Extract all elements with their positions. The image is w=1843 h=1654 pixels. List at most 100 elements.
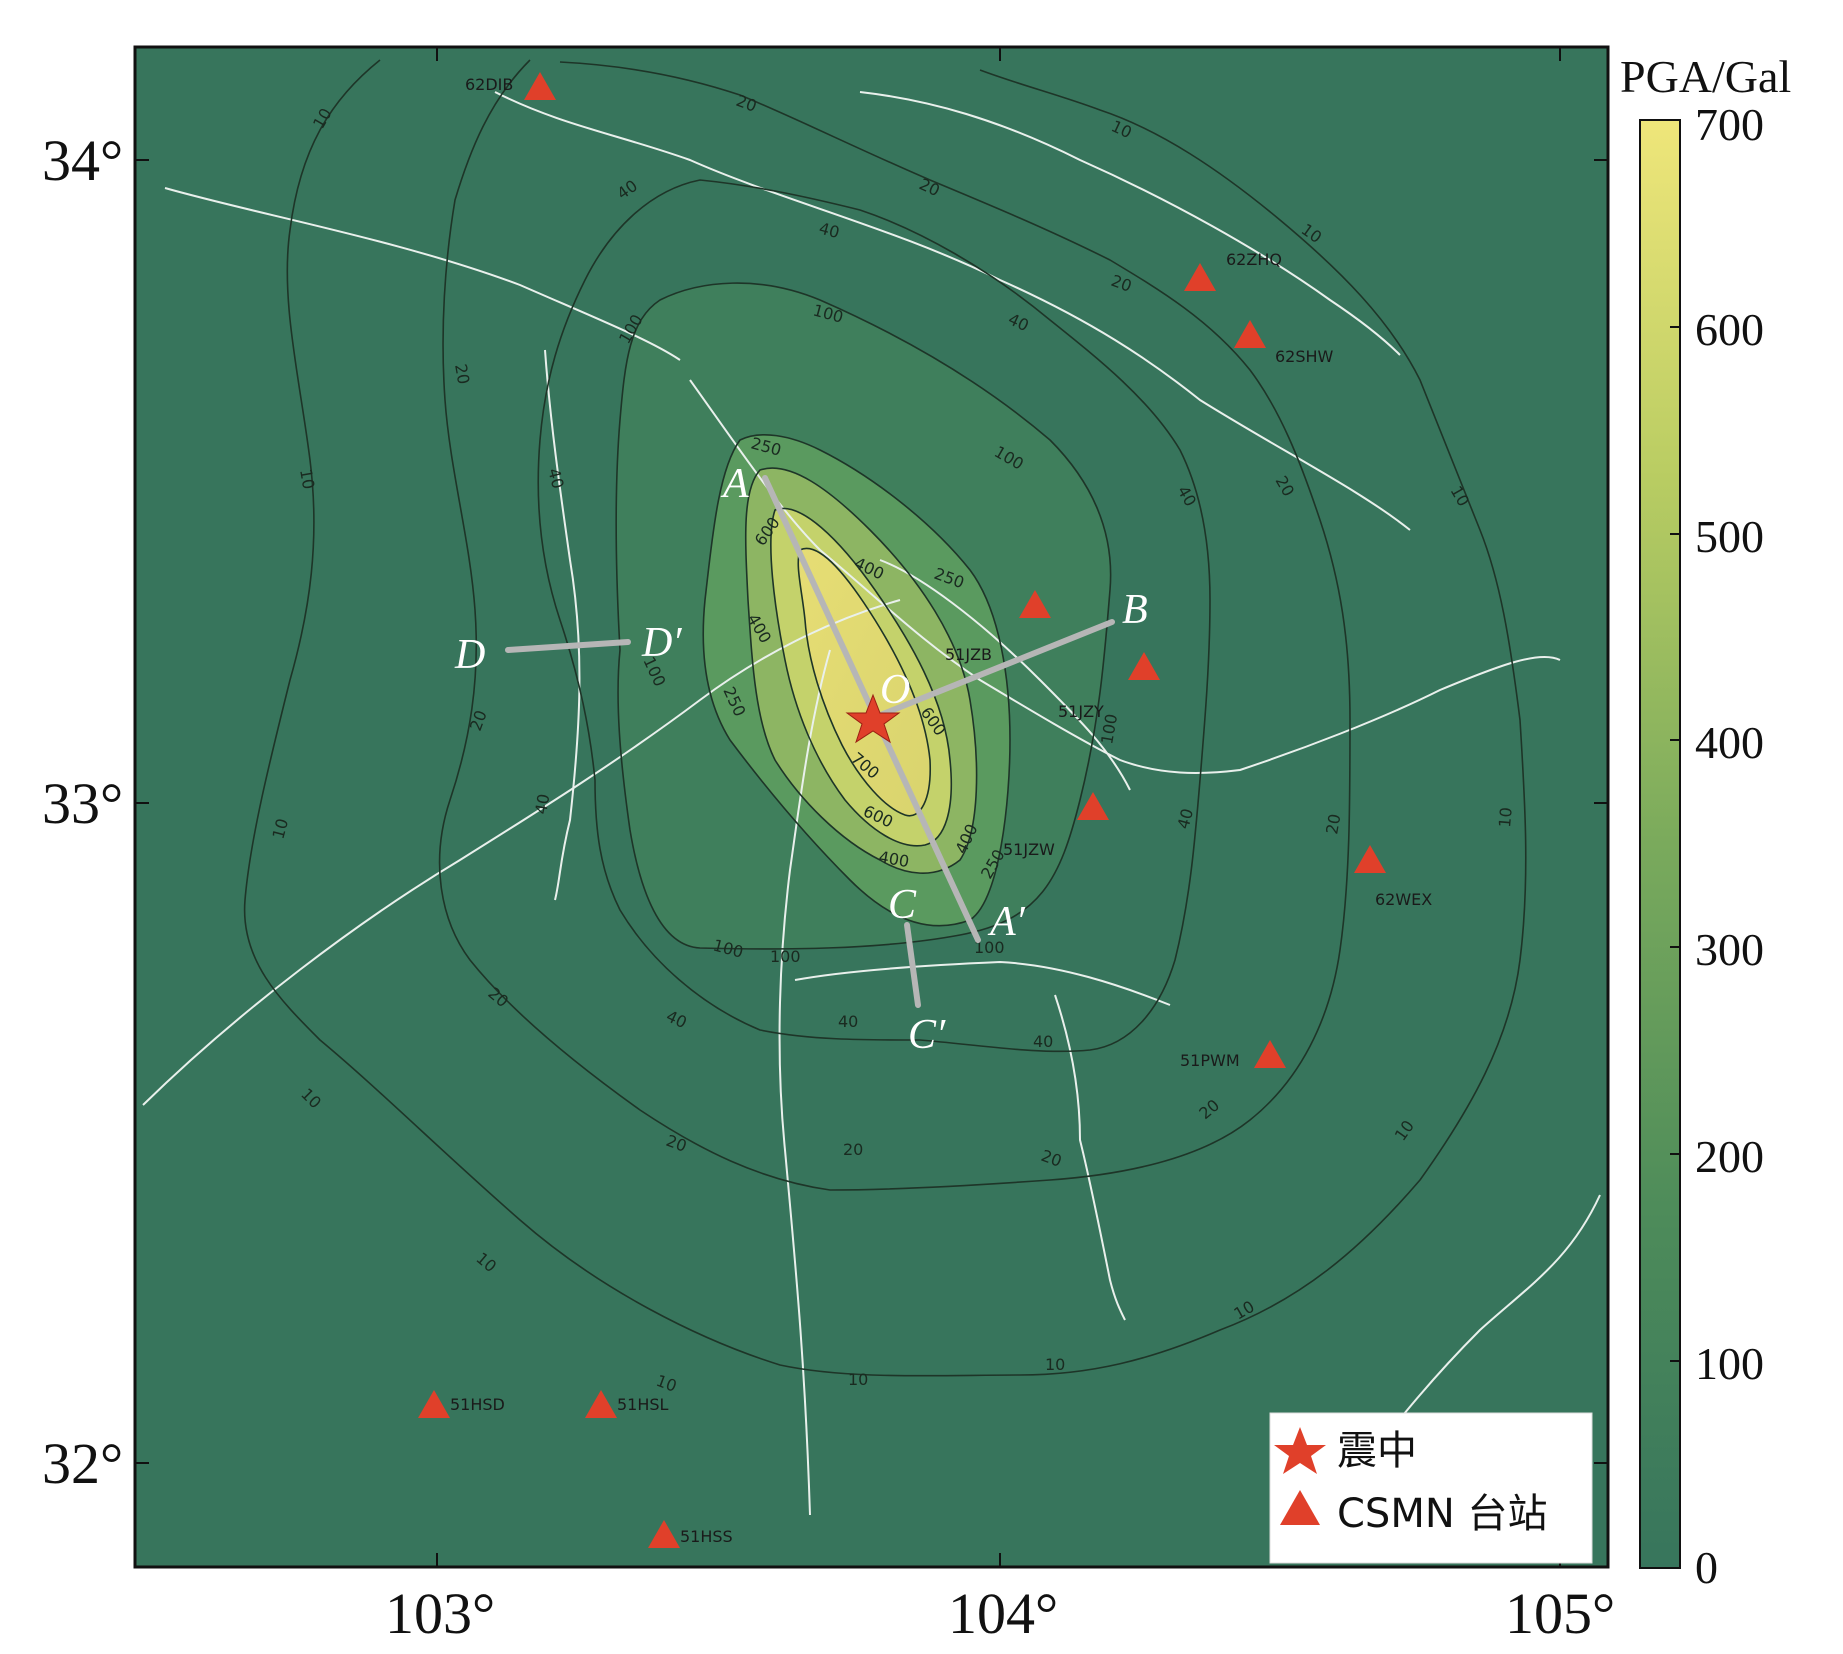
x-tick-label: 104° (948, 1581, 1058, 1646)
station-label-51JZY: 51JZY (1058, 702, 1104, 721)
station-triangle-icon (418, 1390, 450, 1418)
colorbar-tick-label: 700 (1695, 99, 1764, 150)
colorbar: PGA/Gal 700 600 500 400 300 200 100 0 (1620, 51, 1791, 1593)
fault-1 (164, 187, 681, 361)
station-triangle-icon (648, 1520, 680, 1548)
y-tick-label: 33° (42, 771, 123, 836)
profile-d-d-prime (505, 639, 631, 653)
profile-label-o: O (880, 667, 910, 713)
contour-700 (797, 547, 931, 817)
contour-label-20: 20 (1322, 812, 1344, 835)
epicenter-icon (845, 693, 901, 744)
map-content: 10 10 10 10 10 10 10 10 10 10 10 10 10 1… (142, 59, 1601, 1548)
colorbar-gradient (1639, 119, 1681, 1569)
colorbar-title: PGA/Gal (1620, 51, 1791, 102)
contour-label-40: 40 (817, 219, 842, 243)
profile-label-a-prime: A′ (987, 899, 1026, 945)
legend-box (1269, 1412, 1593, 1564)
profile-o-b (870, 619, 1115, 721)
contour-label-20: 20 (451, 362, 473, 385)
station-label-51PWM: 51PWM (1180, 1051, 1240, 1070)
stations: 62DIB 62ZHQ 62SHW 51JZB 51JZY 51JZW 62WE… (418, 72, 1432, 1548)
epicenter-star (845, 693, 901, 744)
fault-5 (142, 599, 901, 1106)
epicenter-legend-icon (1274, 1427, 1326, 1474)
station-triangle-icon (585, 1390, 617, 1418)
contour-label-40: 40 (1174, 806, 1198, 831)
station-triangle-icon (1254, 1040, 1286, 1068)
fault-2 (494, 91, 1411, 531)
x-tick-label: 103° (385, 1581, 495, 1646)
fault-10 (1054, 994, 1126, 1321)
fault-4 (544, 349, 581, 901)
profile-label-c: C (888, 882, 917, 928)
profile-label-d: D (454, 632, 485, 678)
axis-ticks (135, 47, 1608, 1567)
contour-600 (770, 507, 953, 847)
contour-label-10: 10 (296, 467, 318, 490)
station-label-62SHW: 62SHW (1275, 347, 1334, 366)
fault-lines (142, 91, 1601, 1516)
contour-label-100: 100 (974, 938, 1005, 957)
colorbar-tick-label: 400 (1695, 717, 1764, 768)
station-label-51HSD: 51HSD (450, 1395, 505, 1414)
profile-label-c-prime: C′ (908, 1012, 946, 1058)
station-label-62DIB: 62DIB (465, 75, 513, 94)
fault-3 (859, 91, 1401, 356)
contour-label-10: 10 (1495, 806, 1516, 828)
x-axis-labels: 103° 104° 105° (385, 1581, 1615, 1646)
station-triangle-icon (1019, 590, 1051, 618)
profile-label-d-prime: D′ (641, 620, 682, 666)
y-tick-label: 32° (42, 1431, 123, 1496)
station-label-51JZB: 51JZB (945, 645, 992, 664)
contour-10 (243, 59, 1527, 1377)
fault-9 (778, 649, 831, 1516)
profile-c-c-prime (904, 922, 921, 1008)
legend-epicenter-label: 震中 (1337, 1428, 1417, 1474)
y-tick-label: 34° (42, 128, 123, 193)
station-legend-icon (1280, 1490, 1320, 1525)
station-label-62WEX: 62WEX (1375, 890, 1432, 909)
contour-100 (615, 282, 1112, 950)
colorbar-ticks (1670, 119, 1680, 1569)
contour-label-10: 10 (848, 1370, 868, 1389)
x-tick-label: 105° (1505, 1581, 1615, 1646)
contour-label-10: 10 (1045, 1355, 1065, 1374)
colorbar-tick-label: 100 (1695, 1338, 1764, 1389)
contour-label-40: 40 (838, 1012, 858, 1031)
fault-7 (879, 559, 1131, 791)
station-triangle-icon (1184, 263, 1216, 291)
colorbar-tick-label: 500 (1695, 511, 1764, 562)
station-triangle-icon (524, 72, 556, 100)
station-label-62ZHQ: 62ZHQ (1226, 250, 1282, 269)
contour-label-100: 100 (770, 947, 801, 966)
colorbar-tick-label: 200 (1695, 1131, 1764, 1182)
contour-40 (537, 179, 1211, 1053)
station-label-51HSS: 51HSS (680, 1527, 733, 1546)
colorbar-tick-label: 0 (1695, 1542, 1718, 1593)
station-triangle-icon (1354, 845, 1386, 873)
station-triangle-icon (1128, 652, 1160, 680)
fault-6 (689, 379, 1561, 774)
profile-label-b: B (1122, 587, 1148, 633)
station-label-51HSL: 51HSL (617, 1395, 669, 1414)
contour-label-40: 40 (1033, 1032, 1053, 1051)
y-axis-labels: 34° 33° 32° (42, 128, 123, 1496)
contour-20 (438, 59, 1351, 1191)
colorbar-tick-label: 300 (1695, 924, 1764, 975)
station-triangle-icon (1077, 792, 1109, 820)
map-frame (133, 45, 1610, 1569)
contour-label-10: 10 (269, 816, 293, 841)
profile-label-a: A (720, 461, 749, 507)
contour-400 (744, 467, 978, 874)
station-label-51JZW: 51JZW (1003, 840, 1055, 859)
fault-8 (794, 960, 1171, 1006)
profile-labels: A A′ B O C C′ D D′ (454, 461, 1148, 1058)
contour-label-20: 20 (843, 1140, 863, 1159)
legend: 震中 CSMN 台站 (1269, 1412, 1593, 1564)
colorbar-tick-label: 600 (1695, 304, 1764, 355)
contour-label-40: 40 (531, 792, 553, 815)
legend-station-label: CSMN 台站 (1337, 1491, 1547, 1537)
station-triangle-icon (1234, 320, 1266, 348)
